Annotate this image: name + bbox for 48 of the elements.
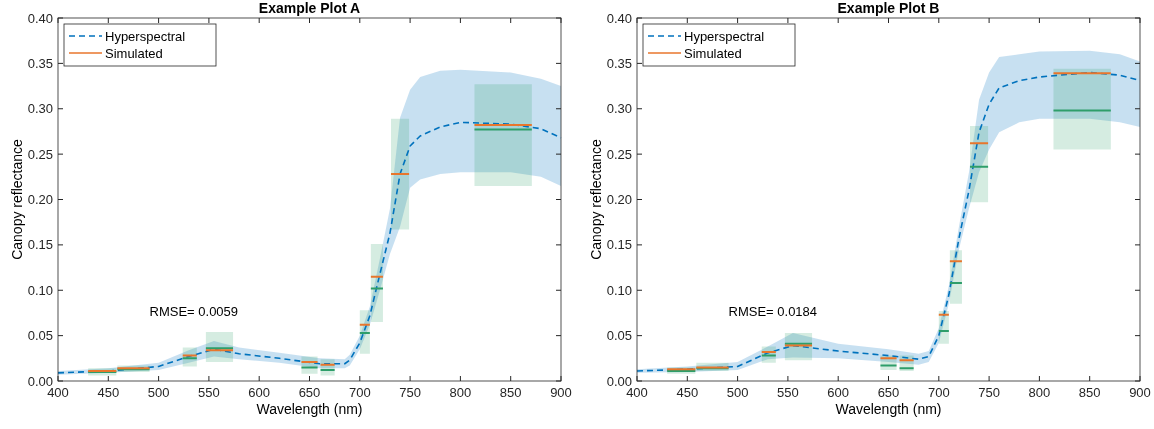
y-axis-title: Canopy reflectance: [588, 138, 604, 260]
y-tick-label: 0.20: [27, 192, 53, 207]
y-tick-label: 0.35: [606, 55, 632, 71]
x-tick-label: 900: [1129, 385, 1151, 400]
x-tick-label: 550: [777, 385, 799, 400]
y-tick-label: 0.30: [27, 101, 53, 117]
x-tick-label: 800: [449, 385, 472, 400]
y-tick-label: 0.10: [606, 282, 632, 298]
x-tick-label: 450: [97, 385, 120, 400]
x-tick-label: 650: [298, 385, 321, 400]
y-tick-label: 0.25: [606, 146, 632, 162]
x-tick-label: 700: [348, 385, 371, 400]
x-tick-label: 900: [550, 385, 572, 400]
x-tick-label: 750: [978, 385, 1000, 400]
legend-label: Hyperspectral: [684, 28, 765, 44]
chart-title: Example Plot B: [837, 0, 940, 16]
x-tick-label: 600: [248, 385, 271, 400]
x-tick-label: 650: [877, 385, 900, 400]
y-tick-label: 0.15: [606, 237, 632, 253]
legend-label: Simulated: [684, 45, 742, 61]
legend-label: Simulated: [105, 45, 163, 61]
y-tick-label: 0.25: [27, 146, 53, 162]
x-tick-label: 600: [827, 385, 850, 400]
y-tick-label: 0.40: [606, 10, 632, 26]
chart-title: Example Plot A: [258, 0, 361, 16]
y-tick-label: 0.35: [27, 55, 53, 71]
y-tick-label: 0.10: [27, 282, 53, 298]
y-tick-label: 0.05: [606, 328, 632, 344]
x-tick-label: 500: [726, 385, 749, 400]
x-axis-title: Wavelength (nm): [835, 401, 942, 417]
x-tick-label: 550: [198, 385, 220, 400]
x-tick-label: 700: [927, 385, 950, 400]
x-tick-label: 800: [1028, 385, 1051, 400]
y-tick-label: 0.20: [606, 192, 632, 207]
y-tick-label: 0.05: [27, 328, 53, 344]
x-tick-label: 500: [147, 385, 170, 400]
annotation: RMSE= 0.0184: [728, 304, 818, 319]
y-tick-label: 0.40: [27, 10, 53, 26]
x-tick-label: 450: [676, 385, 699, 400]
x-axis-title: Wavelength (nm): [256, 401, 363, 417]
x-tick-label: 850: [1078, 385, 1101, 400]
y-tick-label: 0.30: [606, 101, 632, 117]
x-tick-label: 850: [499, 385, 522, 400]
x-tick-label: 750: [399, 385, 421, 400]
y-tick-label: 0.15: [27, 237, 53, 253]
legend-label: Hyperspectral: [105, 28, 186, 44]
annotation: RMSE= 0.0059: [149, 304, 239, 319]
y-axis-title: Canopy reflectance: [9, 138, 25, 260]
